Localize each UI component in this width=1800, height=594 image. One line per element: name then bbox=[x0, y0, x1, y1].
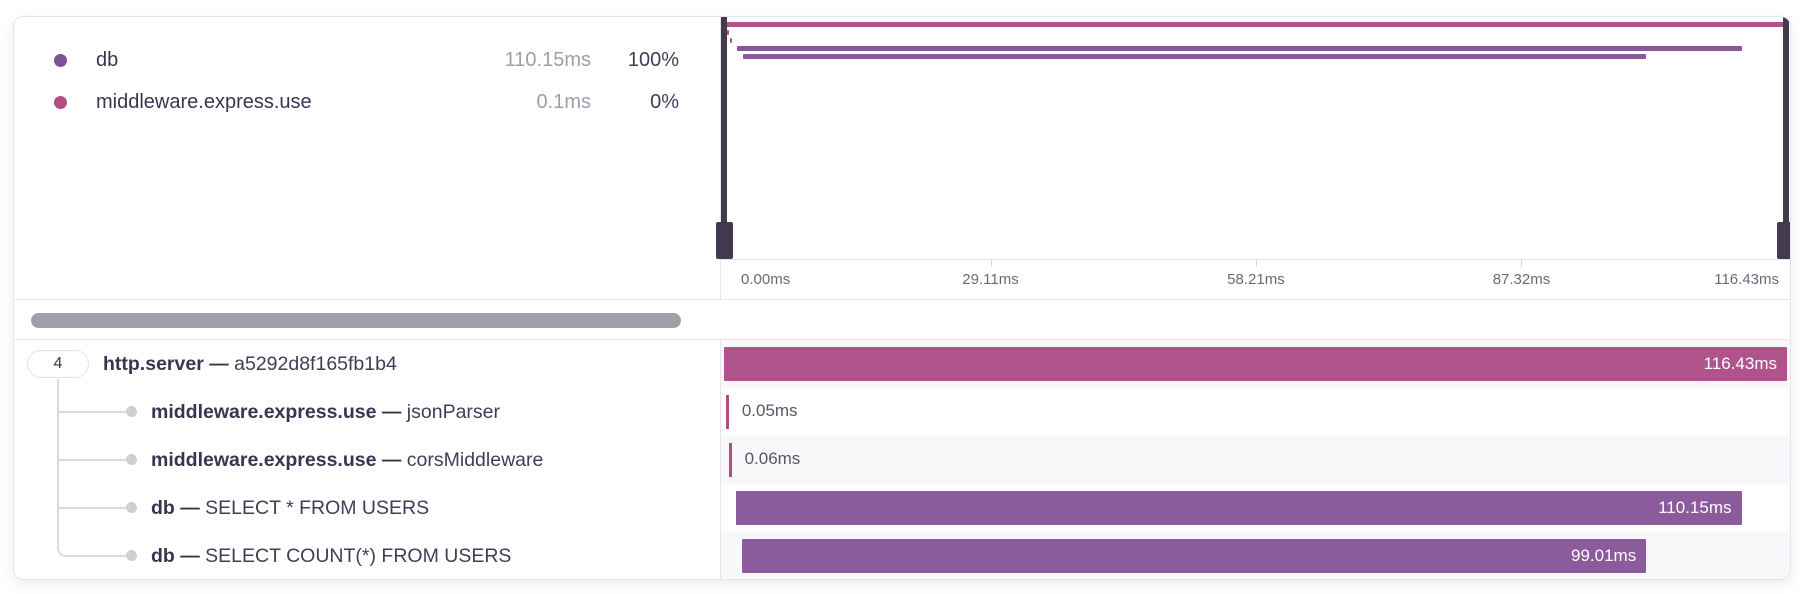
span-title: http.server — a5292d8f165fb1b4 bbox=[103, 352, 397, 375]
axis-label-0.00ms: 0.00ms bbox=[741, 271, 791, 288]
span-row-bar-db[interactable]: 99.01ms bbox=[721, 532, 1790, 579]
axis-label-116.43ms: 116.43ms bbox=[1714, 271, 1779, 288]
legend-duration: 110.15ms bbox=[504, 48, 591, 71]
minimap-span-db bbox=[736, 46, 1742, 51]
duration-bar[interactable]: 110.15ms bbox=[735, 491, 1742, 525]
selection-right-handle[interactable] bbox=[1777, 222, 1790, 259]
span-tree-labels: 4 http.server — a5292d8f165fb1b4 middlewar… bbox=[14, 340, 720, 579]
timeline-column: 0.00ms 29.11ms 58.21ms 87.32ms 116.43ms bbox=[716, 17, 1790, 579]
span-row-bar-middleware.express.use[interactable]: 0.05ms bbox=[721, 388, 1790, 436]
span-title: middleware.express.use — corsMiddleware bbox=[151, 448, 544, 471]
span-row-label-db[interactable]: db — SELECT COUNT(*) FROM USERS bbox=[14, 532, 720, 579]
span-legend: db 110.15ms 100% middleware.express.use 0.1m… bbox=[14, 17, 720, 299]
selection-left-bracket[interactable] bbox=[721, 17, 727, 222]
legend-color-dot bbox=[54, 95, 67, 109]
legend-span-name: db bbox=[96, 48, 119, 71]
tree-node-dot bbox=[126, 502, 137, 513]
duration-label: 99.01ms bbox=[1571, 546, 1637, 565]
duration-tick[interactable] bbox=[725, 395, 729, 429]
axis-label-58.21ms: 58.21ms bbox=[1227, 271, 1285, 288]
minimap-span-http.server bbox=[725, 22, 1787, 27]
span-row-bar-middleware.express.use[interactable]: 0.06ms bbox=[721, 436, 1790, 484]
time-axis: 0.00ms 29.11ms 58.21ms 87.32ms 116.43ms bbox=[721, 259, 1790, 299]
duration-label: 0.06ms bbox=[744, 449, 801, 468]
minimap-span-db bbox=[743, 54, 1647, 59]
tree-node-dot bbox=[126, 406, 137, 417]
row-timeline: 99.01ms bbox=[724, 532, 1787, 579]
row-timeline: 116.43ms bbox=[724, 340, 1787, 388]
legend-item-db[interactable]: db 110.15ms 100% bbox=[14, 39, 720, 81]
legend-span-name: middleware.express.use bbox=[96, 90, 312, 113]
axis-tick-mark bbox=[1255, 260, 1257, 267]
tree-branch-line bbox=[57, 507, 128, 509]
row-timeline: 110.15ms bbox=[724, 484, 1787, 532]
tree-node-dot bbox=[126, 550, 137, 561]
duration-bar[interactable]: 116.43ms bbox=[724, 347, 1787, 381]
duration-label: 110.15ms bbox=[1658, 498, 1732, 517]
span-row-bar-http.server[interactable]: 116.43ms bbox=[721, 340, 1790, 388]
span-tree: 4 http.server — a5292d8f165fb1b4 middlewar… bbox=[14, 339, 1790, 579]
legend-percent: 100% bbox=[627, 48, 679, 71]
duration-tick[interactable] bbox=[728, 443, 732, 477]
row-timeline: 0.05ms bbox=[724, 388, 1787, 436]
row-timeline: 0.06ms bbox=[724, 436, 1787, 484]
axis-label-87.32ms: 87.32ms bbox=[1492, 271, 1551, 288]
legend-percent: 0% bbox=[650, 90, 679, 113]
tree-branch-line bbox=[57, 459, 128, 461]
scrollbar-track[interactable] bbox=[14, 299, 1790, 339]
duration-label: 0.05ms bbox=[741, 401, 798, 420]
span-row-label-middleware.express.use[interactable]: middleware.express.use — jsonParser bbox=[14, 388, 720, 436]
tree-branch-line bbox=[57, 411, 128, 413]
span-title: db — SELECT COUNT(*) FROM USERS bbox=[151, 544, 512, 567]
tree-node-dot bbox=[126, 454, 137, 465]
span-row-bar-db[interactable]: 110.15ms bbox=[721, 484, 1790, 532]
axis-label-29.11ms: 29.11ms bbox=[962, 271, 1019, 288]
span-row-label-middleware.express.use[interactable]: middleware.express.use — corsMiddleware bbox=[14, 436, 720, 484]
legend-color-dot bbox=[54, 53, 67, 67]
legend-item-middleware.express.use[interactable]: middleware.express.use 0.1ms 0% bbox=[14, 81, 720, 123]
minimap-span-middleware.express.use bbox=[726, 30, 729, 35]
trace-minimap[interactable] bbox=[716, 17, 1790, 259]
selection-right-bracket[interactable] bbox=[1783, 17, 1789, 222]
axis-tick-mark bbox=[1521, 260, 1523, 267]
minimap-timeline bbox=[725, 17, 1787, 259]
span-title: db — SELECT * FROM USERS bbox=[151, 496, 430, 519]
minimap-span-middleware.express.use bbox=[729, 38, 732, 43]
duration-label: 116.43ms bbox=[1703, 354, 1777, 373]
span-title: middleware.express.use — jsonParser bbox=[151, 400, 501, 423]
legend-duration: 0.1ms bbox=[536, 90, 591, 113]
span-row-label-http.server[interactable]: 4 http.server — a5292d8f165fb1b4 bbox=[14, 340, 720, 388]
trace-card: db 110.15ms 100% middleware.express.use 0.1m… bbox=[13, 16, 1791, 580]
span-row-label-db[interactable]: db — SELECT * FROM USERS bbox=[14, 484, 720, 532]
axis-tick-mark bbox=[990, 260, 992, 267]
collapse-badge[interactable]: 4 bbox=[27, 350, 89, 378]
duration-bar[interactable]: 99.01ms bbox=[742, 539, 1647, 573]
tree-connector-line bbox=[57, 379, 128, 557]
scrollbar-thumb[interactable] bbox=[31, 313, 681, 328]
selection-left-handle[interactable] bbox=[716, 222, 733, 259]
span-waterfall: 116.43ms 0.05ms 0.06ms 110.15ms 99.01ms bbox=[720, 340, 1790, 579]
